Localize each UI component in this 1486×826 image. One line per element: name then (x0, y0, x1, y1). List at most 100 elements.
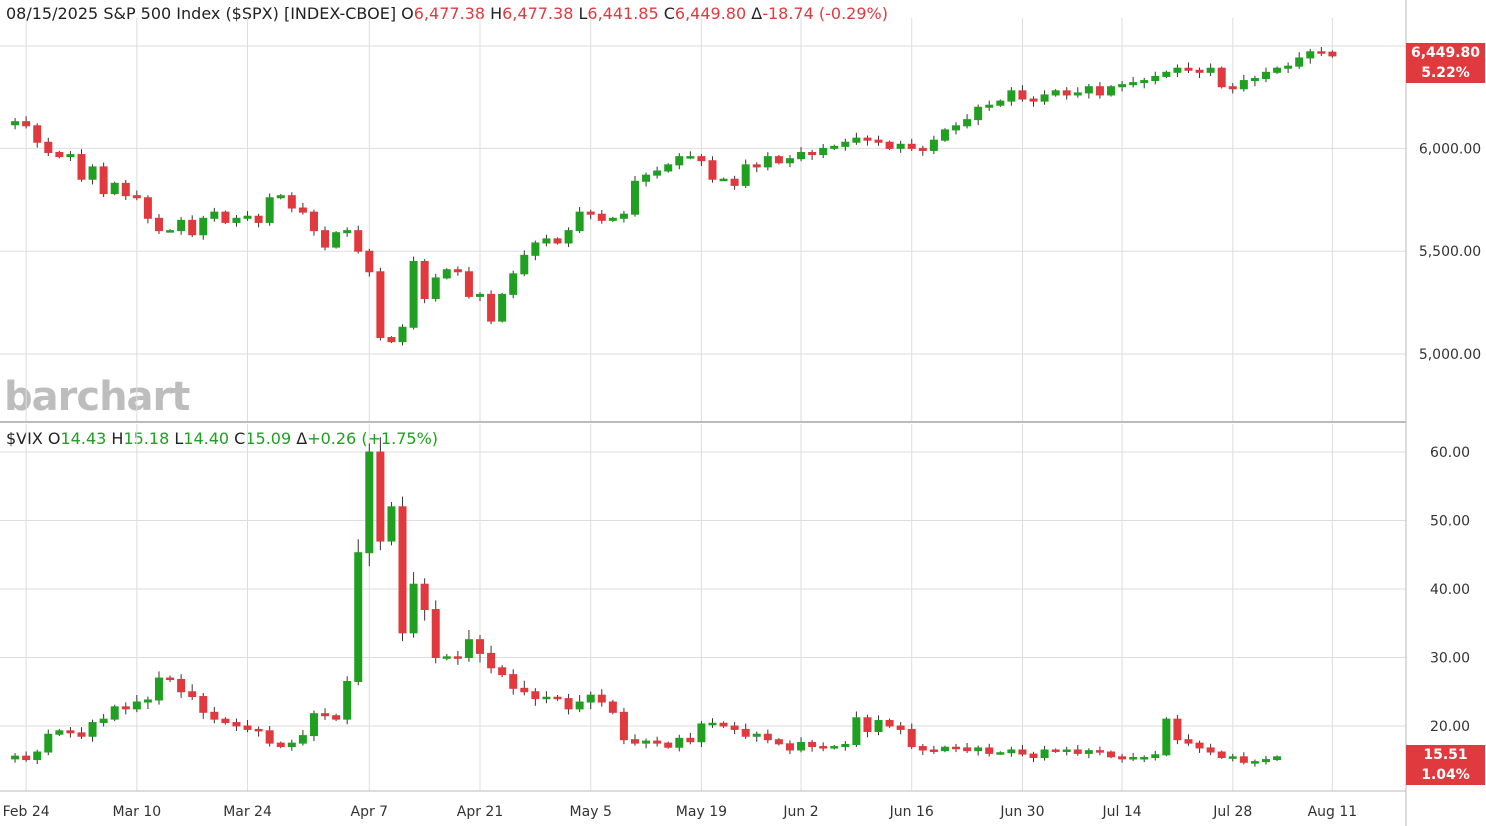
spx-high-label: H (490, 4, 503, 23)
vix-candle-body (232, 722, 241, 727)
x-tick-label: Jul 14 (1101, 804, 1141, 820)
spx-date: 08/15/2025 (6, 4, 99, 23)
spx-candle-body (940, 129, 949, 141)
spx-candle-body (99, 166, 108, 195)
spx-candle-body (1040, 94, 1049, 102)
spx-low-label: L (578, 4, 588, 23)
spx-candle-body (387, 337, 396, 343)
spx-candle-body (974, 106, 983, 121)
spx-candle-body (952, 125, 961, 131)
spx-candle-body (1107, 86, 1115, 96)
vix-candle-body (675, 737, 684, 748)
vix-candle-body (730, 725, 739, 730)
vix-candle-body (797, 741, 806, 751)
spx-change: -18.74 (-0.29%) (762, 4, 888, 23)
vix-candle-body (708, 722, 717, 726)
spx-y-tick-label: 5,000.00 (1419, 347, 1481, 363)
vix-candle-body (376, 451, 385, 542)
vix-candle-body (1118, 756, 1127, 760)
spx-open-label: O (401, 4, 414, 23)
spx-candle-body (88, 166, 97, 180)
spx-candle-body (66, 154, 75, 158)
spx-candle-body (332, 232, 341, 248)
spx-candle-body (409, 260, 418, 328)
vix-y-tick-label: 60.00 (1430, 445, 1470, 461)
vix-candle-body (952, 746, 961, 750)
vix-candle-body (221, 718, 230, 724)
spx-candle-body (1306, 51, 1315, 59)
x-tick-label: Feb 24 (3, 804, 50, 820)
vix-candle-body (774, 739, 783, 745)
spx-candle-body (509, 273, 518, 295)
vix-candle-body (498, 667, 507, 676)
vix-candle-body (1129, 757, 1138, 760)
vix-candle-body (476, 639, 485, 654)
spx-candle-body (110, 182, 119, 195)
vix-candle-body (1228, 756, 1237, 759)
spx-candle-body (542, 238, 551, 244)
spx-candle-body (1261, 71, 1270, 79)
spx-candle-body (1295, 57, 1304, 67)
spx-candle-body (918, 147, 927, 151)
vix-candle-body (918, 746, 927, 751)
vix-candle-body (963, 747, 972, 752)
vix-candle-body (154, 677, 163, 701)
spx-candle-body (1018, 90, 1027, 100)
vix-candle-body (608, 701, 617, 713)
vix-badge-pct: 1.04% (1421, 767, 1470, 783)
vix-candle-body (409, 583, 418, 634)
vix-candle-body (265, 730, 274, 744)
vix-low: 14.40 (183, 429, 230, 448)
vix-candle-body (177, 678, 186, 693)
spx-candle-body (586, 211, 595, 215)
spx-candle-body (287, 195, 296, 209)
spx-candle-body (642, 174, 651, 182)
spx-candle-body (498, 293, 507, 322)
vix-candle-body (542, 696, 551, 700)
barchart-watermark: barchart (4, 374, 190, 420)
spx-header: 08/15/2025 S&P 500 Index ($SPX) [INDEX-C… (6, 4, 888, 23)
x-tick-label: Jun 30 (999, 804, 1044, 820)
spx-candle-body (476, 293, 485, 297)
vix-candle-body (121, 706, 130, 710)
vix-candle-body (531, 691, 540, 700)
spx-candle-body (697, 156, 706, 162)
vix-candle-body (1084, 750, 1093, 754)
vix-candle-body (77, 732, 86, 737)
vix-candle-body (1261, 759, 1270, 763)
vix-candle-body (354, 552, 363, 682)
vix-candle-body (298, 735, 307, 744)
spx-candle-body (863, 137, 872, 141)
vix-candle-body (929, 749, 938, 752)
spx-candle-body (464, 271, 473, 297)
spx-candle-body (1317, 51, 1326, 54)
spx-candle-body (199, 217, 208, 236)
spx-candle-body (874, 139, 883, 143)
vix-high: 15.18 (123, 429, 170, 448)
vix-candle-body (55, 730, 64, 735)
spx-candle-body (896, 143, 905, 149)
spx-candle-body (929, 139, 938, 151)
spx-candle-body (276, 195, 285, 199)
spx-candle-body (1206, 67, 1215, 73)
spx-candle-body (420, 260, 429, 299)
vix-candle-body (188, 691, 197, 698)
spx-candle-body (885, 141, 894, 149)
spx-candle-body (431, 277, 440, 299)
spx-candle-body (774, 156, 783, 164)
vix-candle-body (509, 674, 518, 689)
spx-candle-body (121, 182, 130, 197)
spx-y-tick-label: 6,000.00 (1419, 141, 1481, 157)
x-tick-label: Apr 7 (351, 804, 389, 820)
spx-candle-body (132, 195, 141, 199)
spx-candle-body (763, 156, 772, 168)
vix-candle-body (110, 706, 119, 720)
spx-candle-body (309, 211, 318, 232)
spx-candle-body (653, 170, 662, 176)
spx-candle-body (1062, 90, 1071, 96)
spx-candle-body (963, 119, 972, 127)
vix-candle-body (332, 715, 341, 720)
spx-candle-body (1084, 86, 1093, 94)
vix-badge-price: 15.51 (1423, 747, 1468, 763)
